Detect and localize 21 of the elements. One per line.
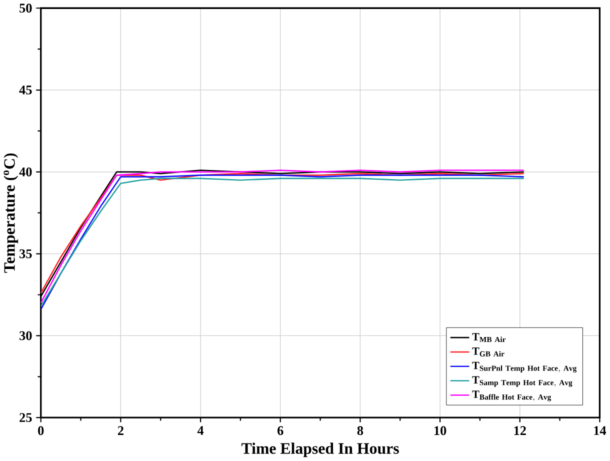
y-tick-label: 50: [20, 4, 32, 13]
x-tick-label: 4: [197, 426, 204, 436]
x-tick-label: 0: [38, 426, 44, 436]
y-tick-label: 45: [19, 86, 32, 95]
y-tick-label: 30: [20, 331, 32, 340]
x-axis-title: Time Elapsed In Hours: [241, 442, 399, 458]
x-tick-label: 10: [434, 426, 446, 436]
x-tick-label: 8: [357, 426, 364, 436]
legend-label: $\mathbf{T}_{\mathbf{Baffle\ Hot\ Face,\ Avg}}$: [472, 390, 552, 402]
legend-label: $\mathbf{T}_{\mathbf{SurPnl\ Temp\ Hot\ Face,\ Avg}}$: [472, 362, 577, 373]
x-tick-label: 2: [118, 426, 124, 436]
y-axis-title: Temperature ($^{o}$C): [4, 154, 18, 273]
legend-label: $\mathbf{T}_{\mathbf{GB\ Air}}$: [472, 348, 504, 357]
x-tick-label: 14: [594, 426, 606, 436]
y-tick-label: 35: [20, 249, 32, 258]
x-tick-label: 12: [514, 426, 526, 436]
legend-label: $\mathbf{T}_{\mathbf{MB\ Air}}$: [472, 333, 506, 342]
y-tick-label: 25: [20, 413, 32, 422]
x-tick-label: 6: [278, 426, 284, 436]
legend-label: $\mathbf{T}_{\mathbf{Samp\ Temp\ Hot\ Face,\ Avg}}$: [472, 376, 572, 388]
y-tick-label: 40: [19, 168, 32, 176]
